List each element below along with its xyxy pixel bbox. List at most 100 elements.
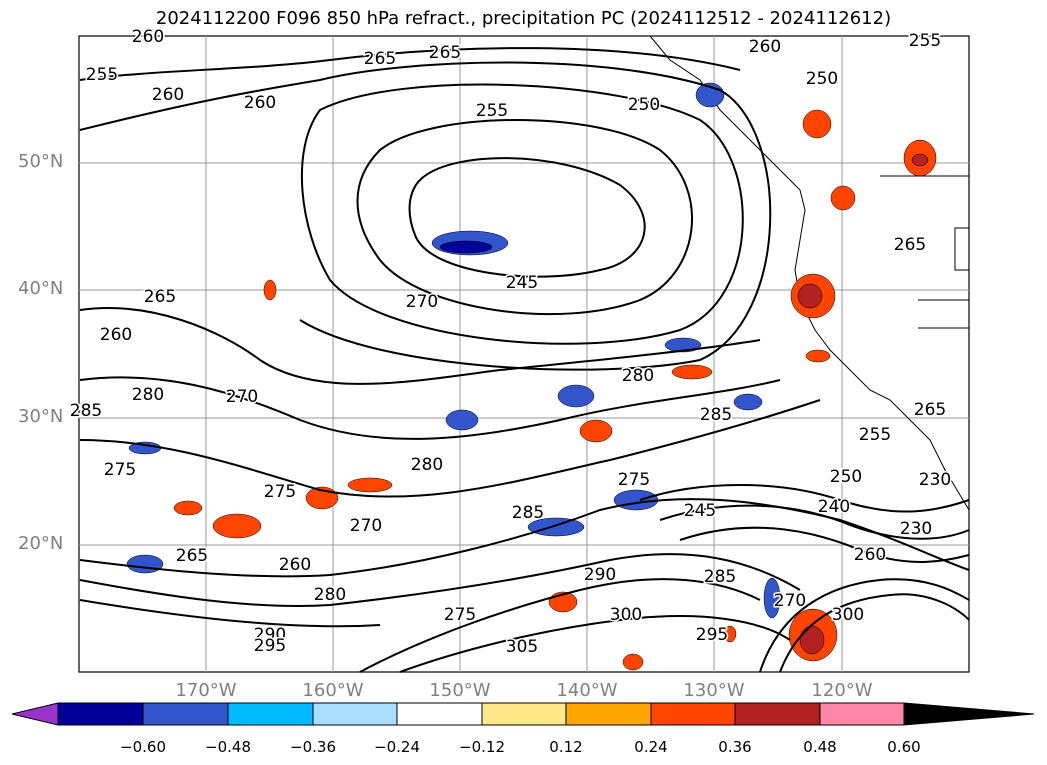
contour-label: 275 [104,460,136,480]
precip-pos-3-core [799,625,825,655]
contour-label: 290 [584,565,616,585]
colorbar-bin-7 [565,702,652,726]
contour-label: 265 [429,43,461,63]
precip-pos-10 [671,364,713,380]
contour-label: 300 [832,605,864,625]
contour-label: 250 [830,467,862,487]
contour-label: 260 [152,85,184,105]
map-title: 2024112200 F096 850 hPa refract., precip… [155,8,892,29]
lat-label-30: 30°N [18,406,64,427]
colorbar-tick: 0.24 [634,738,668,756]
contour-label: 265 [914,400,946,420]
contour-265 [79,47,741,81]
contour-250b [639,484,970,513]
lon-label-130w: 130°W [683,680,745,701]
contour-295b [759,578,970,673]
contour-280b [79,599,381,628]
colorbar [11,702,1035,726]
contour-label: 285 [700,405,732,425]
contour-label: 260 [244,93,276,113]
precip-pos-5 [347,477,393,493]
contour-label: 275 [444,605,476,625]
lon-label-160w: 160°W [302,680,364,701]
contour-label: 260 [132,27,164,47]
contour-label: 260 [749,37,781,57]
contour-260b [79,498,970,578]
precip-neg-5 [527,517,585,537]
lon-label-140w: 140°W [556,680,618,701]
colorbar-bin-5 [396,702,483,726]
precip-pos-16 [805,349,831,363]
precip-pos-8 [173,500,203,516]
contour-275 [79,553,801,607]
contour-label: 280 [411,455,443,475]
contour-285 [79,399,821,498]
colorbar-bin-2 [142,702,229,726]
contour-300 [399,615,791,673]
colorbar-bin-9 [734,702,821,726]
contour-300b [779,593,970,673]
lon-label-120w: 120°W [811,680,873,701]
contour-label: 255 [909,31,941,51]
contour-label: 230 [900,519,932,539]
contour-label: 290 [254,625,286,645]
precip-neg-9 [733,393,763,411]
precip-pos-12 [802,109,832,139]
contour-label: 245 [506,273,538,293]
contour-255 [300,83,744,345]
contour-250 [356,119,693,316]
graticule [79,36,969,672]
colorbar-tick: −0.24 [374,738,420,756]
contour-label: 260 [279,555,311,575]
precip-neg-10 [664,337,702,353]
colorbar-bin-8 [650,702,736,726]
contour-label: 285 [512,503,544,523]
contour-label: 280 [622,366,654,386]
precip-neg-6 [126,554,164,574]
precip-neg-11 [763,577,781,619]
precip-pos-13 [263,279,277,301]
colorbar-tick: 0.36 [718,738,752,756]
contour-label: 265 [364,49,396,69]
precip-pos-15 [723,625,737,643]
precip-pos-7 [212,513,262,539]
contour-label: 260 [100,325,132,345]
contour-label: 270 [774,591,806,611]
precip-fills [126,82,937,671]
inset-border [954,227,970,271]
contour-260 [79,61,772,371]
precip-neg-4 [613,489,659,511]
contour-label: 250 [628,95,660,115]
colorbar-tick: −0.12 [459,738,505,756]
colorbar-tick: −0.60 [120,738,166,756]
contour-280 [79,376,781,440]
contour-label: 255 [86,65,118,85]
contour-label: 285 [704,567,736,587]
colorbar-tick: −0.36 [290,738,336,756]
lat-label-50: 50°N [18,151,64,172]
colorbar-extend-high [903,702,1035,726]
colorbar-tick: 0.12 [549,738,583,756]
precip-pos-11 [830,185,856,211]
contour-label: 285 [70,401,102,421]
precip-pos-2-core [911,153,929,167]
lat-label-20: 20°N [18,533,64,554]
precip-pos-4 [579,419,613,443]
colorbar-extend-low [11,702,59,726]
contour-label: 240 [818,497,850,517]
contour-label: 265 [176,546,208,566]
contour-label: 245 [684,501,716,521]
precip-neg-1-core [439,240,493,254]
contour-label: 280 [132,385,164,405]
contour-label: 270 [350,516,382,536]
contour-label: 255 [476,101,508,121]
contour-label: 305 [506,637,538,657]
contour-label: 265 [894,235,926,255]
contour-label: 260 [854,545,886,565]
colorbar-bin-3 [227,702,314,726]
colorbar-bin-4 [312,702,398,726]
colorbar-bin-6 [481,702,567,726]
contour-label: 265 [144,287,176,307]
colorbar-tick: −0.48 [205,738,251,756]
contour-label: 280 [314,585,346,605]
